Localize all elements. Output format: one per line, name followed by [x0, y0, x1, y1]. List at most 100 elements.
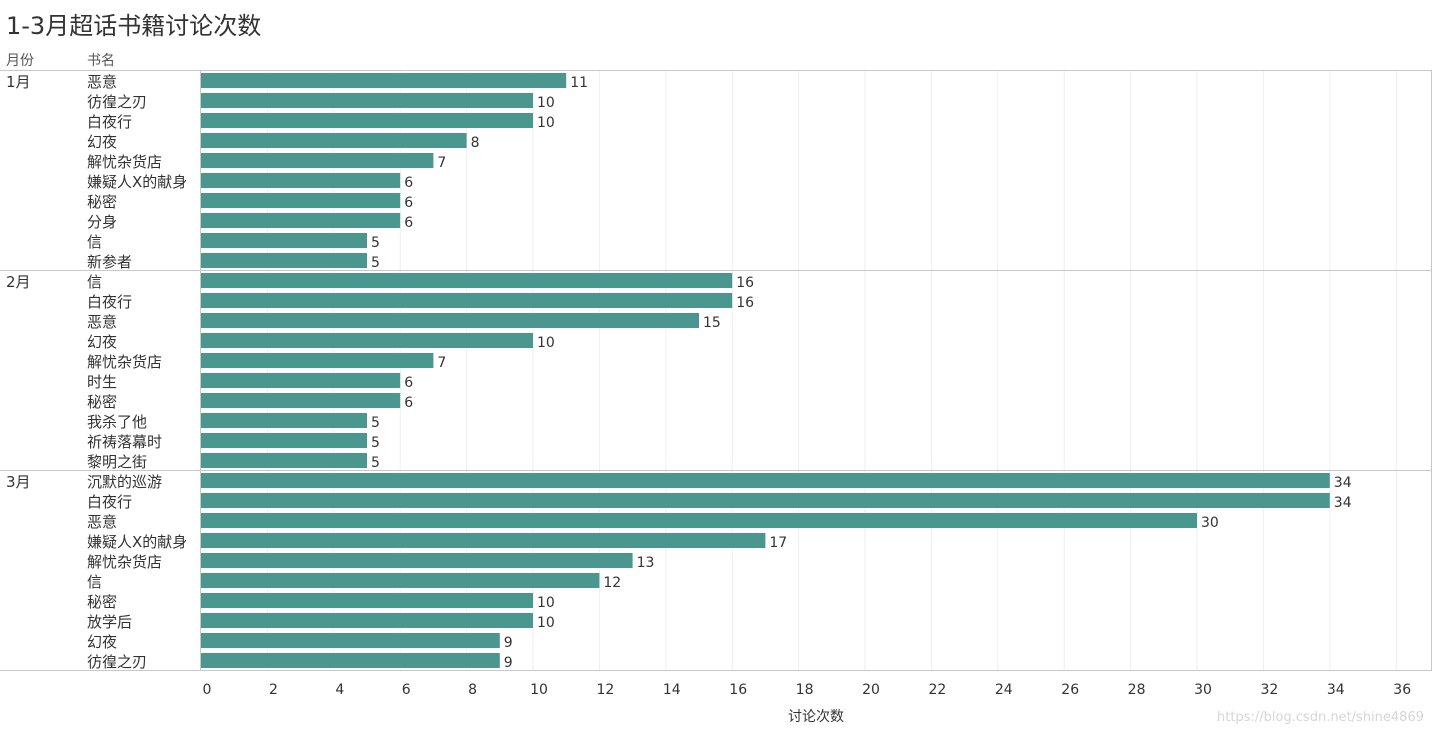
bar-value-label: 30	[1201, 515, 1219, 531]
x-tick-label: 30	[1194, 682, 1212, 698]
x-tick-label: 34	[1327, 682, 1345, 698]
x-tick-label: 24	[995, 682, 1013, 698]
bar-value-label: 6	[404, 395, 413, 411]
bar	[201, 473, 1330, 488]
bar-value-label: 16	[736, 275, 754, 291]
bar-value-label: 34	[1334, 475, 1352, 491]
book-label: 恶意	[87, 513, 117, 531]
bar-value-label: 7	[437, 155, 446, 171]
grid-lines	[266, 71, 1397, 671]
bar-value-label: 11	[570, 75, 588, 91]
bar	[201, 173, 401, 188]
bar-value-label: 6	[404, 375, 413, 391]
bar	[201, 393, 401, 408]
x-tick-label: 36	[1393, 682, 1411, 698]
month-label: 3月	[6, 473, 31, 491]
book-label: 幻夜	[87, 133, 117, 151]
x-tick-label: 10	[530, 682, 548, 698]
bar-value-label: 6	[404, 215, 413, 231]
bar	[201, 633, 500, 648]
book-label: 秘密	[87, 393, 117, 411]
book-label: 放学后	[87, 613, 132, 631]
x-tick-label: 32	[1260, 682, 1278, 698]
x-tick-label: 26	[1061, 682, 1079, 698]
x-tick-label: 4	[335, 682, 344, 698]
bar-value-label: 13	[637, 555, 655, 571]
bar-value-label: 9	[504, 635, 513, 651]
book-label: 恶意	[87, 313, 117, 331]
bar-value-label: 5	[371, 455, 380, 471]
x-tick-label: 6	[402, 682, 411, 698]
bar-value-label: 16	[736, 295, 754, 311]
x-axis: 0 2 4 6 8 10 12 14 16 18 20 22 24 26 28 30 32 34 36	[203, 682, 1412, 698]
bar	[201, 553, 633, 568]
bar	[201, 93, 533, 108]
bar	[201, 193, 401, 208]
book-label: 黎明之街	[87, 453, 147, 471]
bar	[201, 73, 567, 88]
book-label: 解忧杂货店	[87, 553, 162, 571]
month-label: 1月	[6, 73, 31, 91]
row-header-month: 月份	[6, 53, 34, 69]
bar	[201, 273, 733, 288]
bar-value-label: 5	[371, 235, 380, 251]
book-label: 白夜行	[87, 493, 132, 511]
book-label: 解忧杂货店	[87, 153, 162, 171]
bar	[201, 293, 733, 308]
bar-value-label: 9	[504, 655, 513, 671]
book-label: 信	[87, 573, 102, 591]
book-label: 祈祷落幕时	[87, 433, 162, 451]
bar	[201, 113, 533, 128]
book-label: 幻夜	[87, 333, 117, 351]
book-label: 幻夜	[87, 633, 117, 651]
x-tick-label: 22	[928, 682, 946, 698]
bar-value-label: 5	[371, 255, 380, 271]
bar	[201, 253, 367, 268]
bar	[201, 613, 533, 628]
bar	[201, 213, 401, 228]
bar-value-label: 6	[404, 195, 413, 211]
x-tick-label: 14	[663, 682, 681, 698]
row-header-book: 书名	[87, 53, 115, 69]
book-label: 嫌疑人X的献身	[87, 533, 187, 551]
book-label: 秘密	[87, 193, 117, 211]
bar-value-label: 8	[471, 135, 480, 151]
bar	[201, 573, 600, 588]
book-label: 信	[87, 233, 102, 251]
month-label: 2月	[6, 273, 31, 291]
chart-title: 1-3月超话书籍讨论次数	[6, 12, 262, 40]
book-label: 沉默的巡游	[87, 473, 162, 491]
book-label: 白夜行	[87, 113, 132, 131]
book-label: 秘密	[87, 593, 117, 611]
bar-value-label: 10	[537, 95, 555, 111]
x-tick-label: 12	[596, 682, 614, 698]
book-label: 我杀了他	[87, 413, 147, 431]
x-tick-label: 16	[729, 682, 747, 698]
book-label: 彷徨之刃	[87, 653, 147, 671]
bar-value-label: 5	[371, 435, 380, 451]
bar	[201, 413, 367, 428]
book-label: 彷徨之刃	[87, 93, 147, 111]
x-tick-label: 18	[796, 682, 814, 698]
bar-value-label: 10	[537, 615, 555, 631]
x-axis-label: 讨论次数	[788, 709, 844, 725]
x-tick-label: 20	[862, 682, 880, 698]
bar-value-label: 15	[703, 315, 721, 331]
bar-value-label: 17	[769, 535, 787, 551]
bar	[201, 373, 401, 388]
x-tick-label: 0	[203, 682, 212, 698]
bar-value-label: 6	[404, 175, 413, 191]
book-label: 新参者	[87, 253, 132, 271]
bar-value-label: 5	[371, 415, 380, 431]
book-label: 时生	[87, 373, 117, 391]
book-label: 信	[87, 273, 102, 291]
book-label: 解忧杂货店	[87, 353, 162, 371]
x-tick-label: 2	[269, 682, 278, 698]
book-label: 分身	[87, 213, 117, 231]
bar	[201, 513, 1197, 528]
bar-value-label: 7	[437, 355, 446, 371]
bar-value-label: 12	[603, 575, 621, 591]
bar	[201, 433, 367, 448]
bar-value-label: 10	[537, 115, 555, 131]
